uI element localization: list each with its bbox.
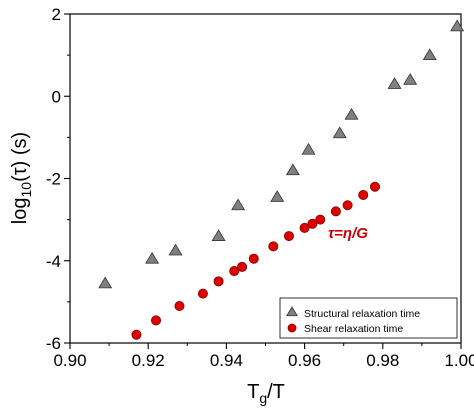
shear-relaxation-point <box>248 253 259 264</box>
legend: Structural relaxation time Shear relaxat… <box>279 297 458 339</box>
shear-relaxation-point <box>213 276 224 287</box>
structural-relaxation-point <box>211 229 226 241</box>
shear-relaxation-point <box>315 214 326 225</box>
shear-relaxation-point <box>307 218 318 229</box>
shear-relaxation-point <box>330 206 341 217</box>
structural-relaxation-point <box>270 190 285 202</box>
structural-relaxation-point <box>168 243 183 256</box>
legend-triangle-marker <box>286 306 298 317</box>
structural-relaxation-point <box>344 107 359 120</box>
shear-relaxation-point <box>358 189 369 200</box>
y-tick-label: -2 <box>46 170 61 189</box>
shear-relaxation-point <box>229 266 240 277</box>
structural-relaxation-point <box>98 276 113 289</box>
structural-relaxation-point <box>145 251 160 264</box>
shear-relaxation-point <box>131 329 142 340</box>
x-tick-label: 0.96 <box>288 351 321 370</box>
structural-relaxation-point <box>403 73 418 85</box>
legend-entry-structural: Structural relaxation time <box>304 308 420 320</box>
shear-relaxation-point <box>237 261 248 272</box>
structural-relaxation-point <box>285 163 300 176</box>
structural-relaxation-point <box>231 198 246 211</box>
legend-circle-marker <box>287 323 297 333</box>
x-tick-label: 0.92 <box>132 351 165 370</box>
x-tick-label: 1.00 <box>444 351 474 370</box>
plot-frame <box>69 13 462 344</box>
y-tick-label: -4 <box>46 252 61 271</box>
y-axis-label: log10(τ) (s) <box>9 132 34 224</box>
shear-relaxation-point <box>342 200 353 211</box>
shear-relaxation-point <box>151 315 162 326</box>
shear-relaxation-point <box>283 231 294 242</box>
x-tick-label: 0.94 <box>210 351 243 370</box>
data-marks <box>98 19 465 340</box>
y-tick-label: 0 <box>52 87 61 106</box>
shear-relaxation-point <box>369 181 380 192</box>
x-tick-label: 0.98 <box>366 351 399 370</box>
y-tick-label: 2 <box>52 5 61 24</box>
axis-ticks: 0.90 0.92 0.94 0.96 0.98 1.00 -6 -4 -2 0 2 <box>46 5 474 370</box>
x-axis-label: Tg/T <box>247 381 285 406</box>
legend-entry-shear: Shear relaxation time <box>304 323 403 335</box>
structural-relaxation-point <box>422 48 437 61</box>
shear-relaxation-point <box>299 222 310 233</box>
structural-relaxation-point <box>301 142 316 155</box>
shear-relaxation-point <box>268 241 279 252</box>
legend-markers <box>286 306 298 333</box>
shear-relaxation-point <box>174 300 185 311</box>
structural-relaxation-point <box>387 77 402 89</box>
structural-relaxation-point <box>450 19 465 32</box>
legend-box <box>279 297 458 339</box>
shear-relaxation-point <box>197 288 208 299</box>
y-tick-label: -6 <box>46 334 61 353</box>
x-tick-label: 0.90 <box>53 351 86 370</box>
structural-relaxation-point <box>332 126 347 139</box>
annotation-tau-equals-eta-over-g: τ=η/G <box>328 225 368 242</box>
